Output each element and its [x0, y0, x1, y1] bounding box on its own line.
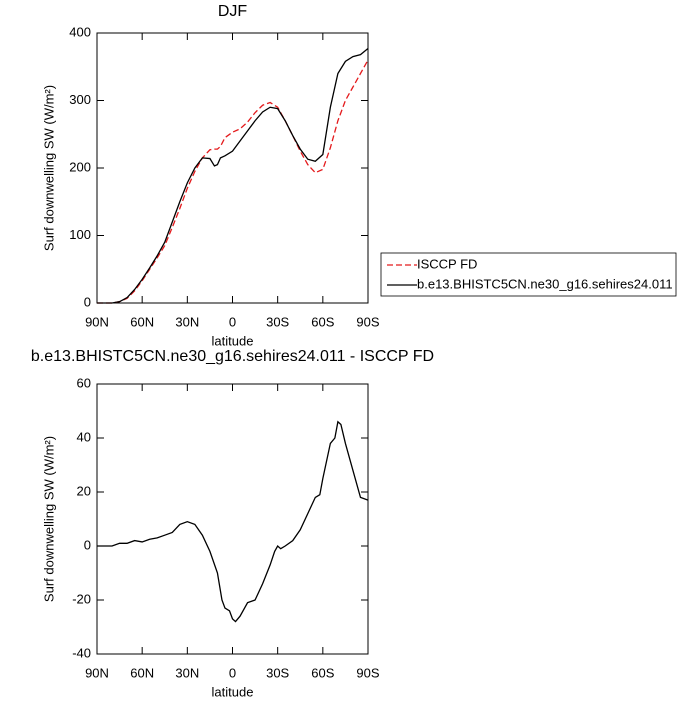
y-tick-label: 60 — [77, 375, 91, 390]
plot-frame — [96, 32, 369, 304]
x-tick-label: 0 — [229, 665, 236, 680]
y-tick-label: 20 — [77, 483, 91, 498]
y-tick-label: 0 — [84, 537, 91, 552]
y-tick-label: 100 — [69, 227, 91, 242]
x-tick-label: 60S — [311, 665, 334, 680]
x-axis-label: latitude — [212, 333, 254, 348]
data-line — [97, 59, 369, 304]
y-tick-label: 0 — [84, 294, 91, 309]
y-tick-label: 400 — [69, 24, 91, 39]
legend-label: ISCCP FD — [417, 256, 477, 271]
x-tick-label: 30N — [175, 665, 199, 680]
data-line — [97, 48, 369, 304]
x-tick-label: 60N — [130, 665, 154, 680]
y-tick-label: 40 — [77, 429, 91, 444]
x-tick-label: 60N — [130, 314, 154, 329]
x-tick-label: 30N — [175, 314, 199, 329]
y-tick-label: 200 — [69, 159, 91, 174]
legend-box — [380, 252, 677, 297]
x-axis-label: latitude — [212, 684, 254, 699]
y-tick-label: -40 — [72, 645, 91, 660]
legend-label: b.e13.BHISTC5CN.ne30_g16.sehires24.011 — [417, 276, 673, 291]
chart-title: b.e13.BHISTC5CN.ne30_g16.sehires24.011 -… — [31, 348, 434, 365]
x-tick-label: 30S — [266, 314, 289, 329]
y-axis-label: Surf downwelling SW (W/m²) — [41, 85, 56, 251]
chart-title: DJF — [218, 3, 248, 20]
x-tick-label: 90N — [85, 314, 109, 329]
x-tick-label: 90N — [85, 665, 109, 680]
y-axis-label: Surf downwelling SW (W/m²) — [41, 436, 56, 602]
x-tick-label: 0 — [229, 314, 236, 329]
plot-frame — [96, 383, 369, 655]
data-line — [97, 420, 369, 623]
y-tick-label: -20 — [72, 591, 91, 606]
x-tick-label: 30S — [266, 665, 289, 680]
x-tick-label: 60S — [311, 314, 334, 329]
y-tick-label: 300 — [69, 92, 91, 107]
x-tick-label: 90S — [356, 665, 379, 680]
x-tick-label: 90S — [356, 314, 379, 329]
